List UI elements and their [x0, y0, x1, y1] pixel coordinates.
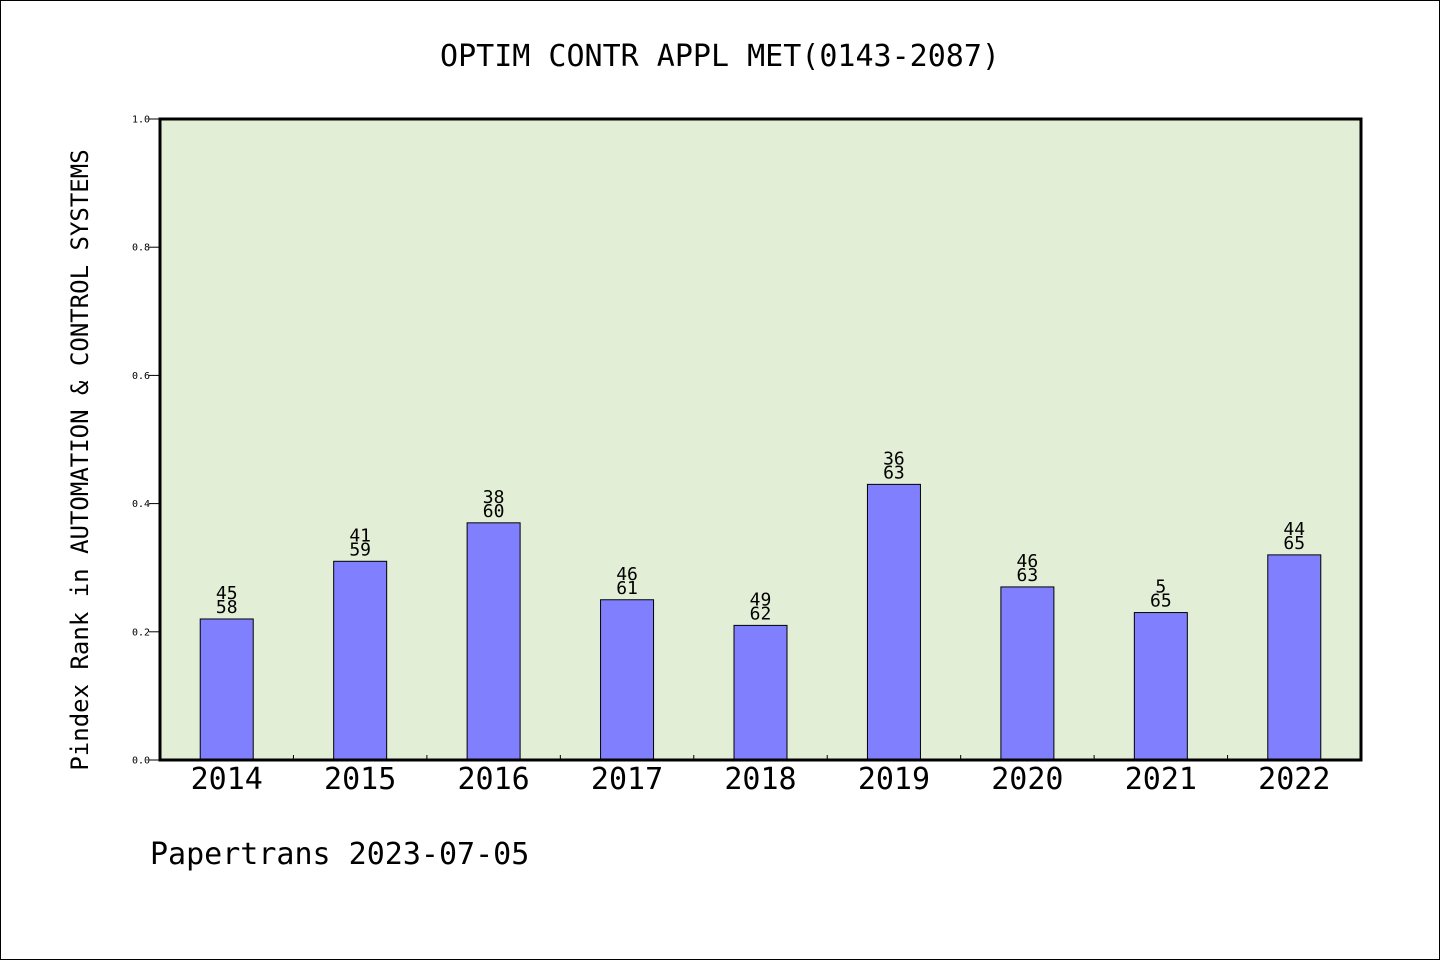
data-label-top-2018: 49 [750, 589, 772, 610]
data-label-bottom-2020: 63 [1017, 565, 1039, 586]
y-tick-label: 0.2 [132, 627, 150, 638]
x-tick-label-2018: 2018 [724, 762, 796, 797]
data-label-top-2019: 36 [883, 448, 905, 469]
y-axis-label: Pindex Rank in AUTOMATION & CONTROL SYST… [66, 149, 94, 770]
x-tick-label-2015: 2015 [324, 762, 396, 797]
x-tick-label-2014: 2014 [191, 762, 263, 797]
data-label-bottom-2018: 62 [750, 603, 772, 624]
data-label-top-2014: 45 [216, 583, 238, 604]
bar-2016 [466, 522, 521, 761]
bar-2014 [199, 618, 254, 761]
data-label-bottom-2017: 61 [616, 578, 638, 599]
footer-credit: Papertrans 2023-07-05 [150, 837, 529, 872]
x-tick-label-2021: 2021 [1125, 762, 1197, 797]
data-label-top-2022: 44 [1283, 519, 1305, 540]
x-tick-label-2016: 2016 [457, 762, 529, 797]
bar-2020 [1000, 586, 1055, 761]
y-tick-label: 1.0 [132, 115, 150, 126]
data-label-bottom-2019: 63 [883, 462, 905, 483]
x-tick-label-2019: 2019 [858, 762, 930, 797]
y-tick-label: 0.8 [132, 243, 150, 254]
x-tick-label-2022: 2022 [1258, 762, 1330, 797]
bar-2018 [733, 624, 788, 761]
x-tick-label-2017: 2017 [591, 762, 663, 797]
x-tick-label-2020: 2020 [991, 762, 1063, 797]
y-tick-label: 0.4 [132, 499, 150, 510]
bar-2021 [1133, 612, 1188, 761]
data-label-bottom-2016: 60 [483, 501, 505, 522]
bar-2022 [1267, 554, 1322, 761]
data-label-top-2017: 46 [616, 564, 638, 585]
chart-title: OPTIM CONTR APPL MET(0143-2087) [440, 39, 1000, 74]
plot-frame [158, 117, 1363, 762]
bar-2019 [866, 483, 921, 761]
data-label-top-2020: 46 [1017, 551, 1039, 572]
y-tick-label: 0.6 [132, 371, 150, 382]
data-label-bottom-2021: 65 [1150, 591, 1172, 612]
data-label-bottom-2014: 58 [216, 597, 238, 618]
data-label-bottom-2022: 65 [1283, 533, 1305, 554]
x-axis: 2014 2015 2016 2017 2018 2019 2020 2021 2022 [191, 755, 1330, 797]
data-label-top-2021: 5 [1155, 577, 1166, 598]
data-label-bottom-2015: 59 [349, 539, 371, 560]
bars-layer [199, 483, 1322, 761]
bar-2017 [600, 599, 655, 761]
bar-2015 [333, 560, 388, 761]
y-tick-label: 0.0 [132, 756, 150, 767]
data-label-top-2016: 38 [483, 487, 505, 508]
y-axis: 0.0 0.2 0.4 0.6 0.8 1.0 [132, 115, 160, 767]
data-label-top-2015: 41 [349, 525, 371, 546]
